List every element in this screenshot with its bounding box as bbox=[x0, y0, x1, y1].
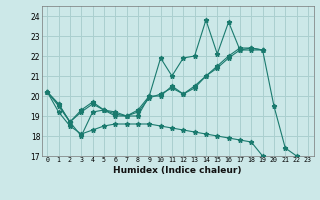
X-axis label: Humidex (Indice chaleur): Humidex (Indice chaleur) bbox=[113, 166, 242, 175]
